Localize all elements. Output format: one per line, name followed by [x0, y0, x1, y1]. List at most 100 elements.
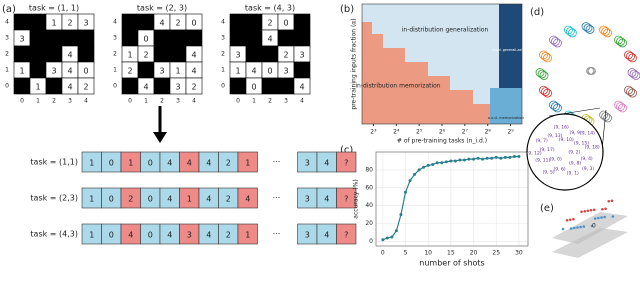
zoom-label: (9, 16) — [554, 125, 569, 131]
point — [494, 155, 498, 159]
cluster — [626, 87, 635, 97]
region — [362, 22, 490, 124]
point — [508, 155, 512, 159]
cluster — [553, 103, 562, 113]
point — [512, 154, 516, 158]
x-tick-label: 2⁵ — [416, 129, 423, 136]
token-value: 0 — [148, 159, 153, 168]
token-value: 4 — [128, 231, 133, 240]
cluster — [567, 28, 577, 38]
point — [593, 217, 597, 220]
token-value: 4 — [187, 159, 192, 168]
point — [603, 215, 606, 219]
cell — [29, 13, 47, 31]
token — [336, 187, 357, 209]
plot-frame — [375, 151, 529, 247]
point — [592, 208, 596, 212]
cell-value: 4 — [67, 51, 72, 60]
zoom-label: (9, 13) — [547, 133, 562, 139]
cell — [229, 29, 247, 47]
cluster — [628, 88, 637, 98]
point — [426, 163, 430, 167]
point — [476, 156, 480, 160]
sequence-label: task = (2,3) — [30, 194, 78, 203]
ellipsis: ··· — [273, 230, 281, 239]
zoom-label: (9, 0) — [550, 157, 562, 163]
cell-value: 1 — [19, 67, 24, 76]
y-tick-label: 80 — [365, 166, 373, 173]
cell — [45, 77, 63, 95]
token-value: 2 — [226, 159, 231, 168]
zoom-label: (9, 2) — [568, 150, 580, 156]
zoom-label: (9, 11) — [535, 157, 550, 163]
cell — [277, 77, 295, 95]
cluster — [618, 103, 627, 113]
cell-value: 4 — [267, 35, 272, 44]
point — [565, 218, 569, 222]
cluster — [551, 37, 560, 46]
point — [385, 236, 389, 240]
cell — [277, 29, 295, 47]
cell-value: 2 — [67, 19, 72, 28]
point — [572, 217, 575, 221]
point — [490, 156, 494, 160]
y-tick-label: 4 — [221, 19, 225, 26]
y-tick-label: 2 — [113, 51, 117, 58]
x-tick-label: 10 — [424, 250, 432, 257]
y-tick-label: 0 — [221, 83, 225, 90]
zoom-label: (9, 10) — [559, 137, 574, 143]
cell — [121, 29, 139, 47]
token-value: 2 — [226, 195, 231, 204]
token-value: ? — [344, 231, 348, 240]
x-tick-label: 20 — [470, 250, 478, 257]
point — [600, 216, 603, 219]
token-value: 0 — [109, 195, 114, 204]
cell-value: 0 — [283, 19, 288, 28]
cell-value: 1 — [127, 51, 132, 60]
region-label: in-distribution memorization — [355, 83, 440, 90]
point — [453, 159, 457, 163]
cell-value: 3 — [235, 51, 240, 60]
x-axis-label: # of pre-training tasks (n_i.d.) — [397, 138, 487, 145]
cell-value: 1 — [35, 83, 40, 92]
zoom-label: (9, 1) — [567, 171, 579, 177]
cell — [245, 13, 263, 31]
y-tick-label: 2 — [221, 51, 225, 58]
cell — [261, 45, 279, 63]
point — [462, 158, 466, 162]
cell — [13, 77, 31, 95]
cell-value: 2 — [175, 19, 180, 28]
token — [336, 151, 357, 173]
point — [576, 226, 579, 229]
cell — [137, 13, 155, 31]
plane — [552, 212, 628, 244]
zoom-label: (9, 18) — [585, 144, 600, 150]
cell-value: 4 — [143, 83, 148, 92]
cluster — [616, 102, 625, 111]
token-value: 4 — [167, 159, 172, 168]
cell — [185, 77, 203, 95]
cluster — [628, 53, 637, 63]
zoom-circle — [526, 113, 604, 191]
token-value: 3 — [187, 231, 192, 240]
x-tick-label: 2 — [160, 98, 164, 105]
cluster — [601, 27, 611, 36]
token-value: 4 — [206, 159, 211, 168]
cell — [245, 45, 263, 63]
cell — [29, 29, 47, 47]
cluster — [616, 37, 625, 46]
point — [485, 156, 489, 160]
cell — [293, 29, 311, 47]
token-value: 0 — [148, 195, 153, 204]
cell — [77, 77, 95, 95]
x-tick-label: 2 — [268, 98, 272, 105]
cell-value: 3 — [299, 51, 304, 60]
y-axis-label: pre-training inputs fraction (α) — [351, 18, 358, 109]
cluster — [543, 53, 552, 63]
x-tick-label: 15 — [447, 250, 455, 257]
token-value: 1 — [89, 231, 94, 240]
cell — [77, 29, 95, 47]
y-tick-label: 3 — [5, 35, 9, 42]
point — [597, 216, 600, 220]
cell — [121, 13, 139, 31]
